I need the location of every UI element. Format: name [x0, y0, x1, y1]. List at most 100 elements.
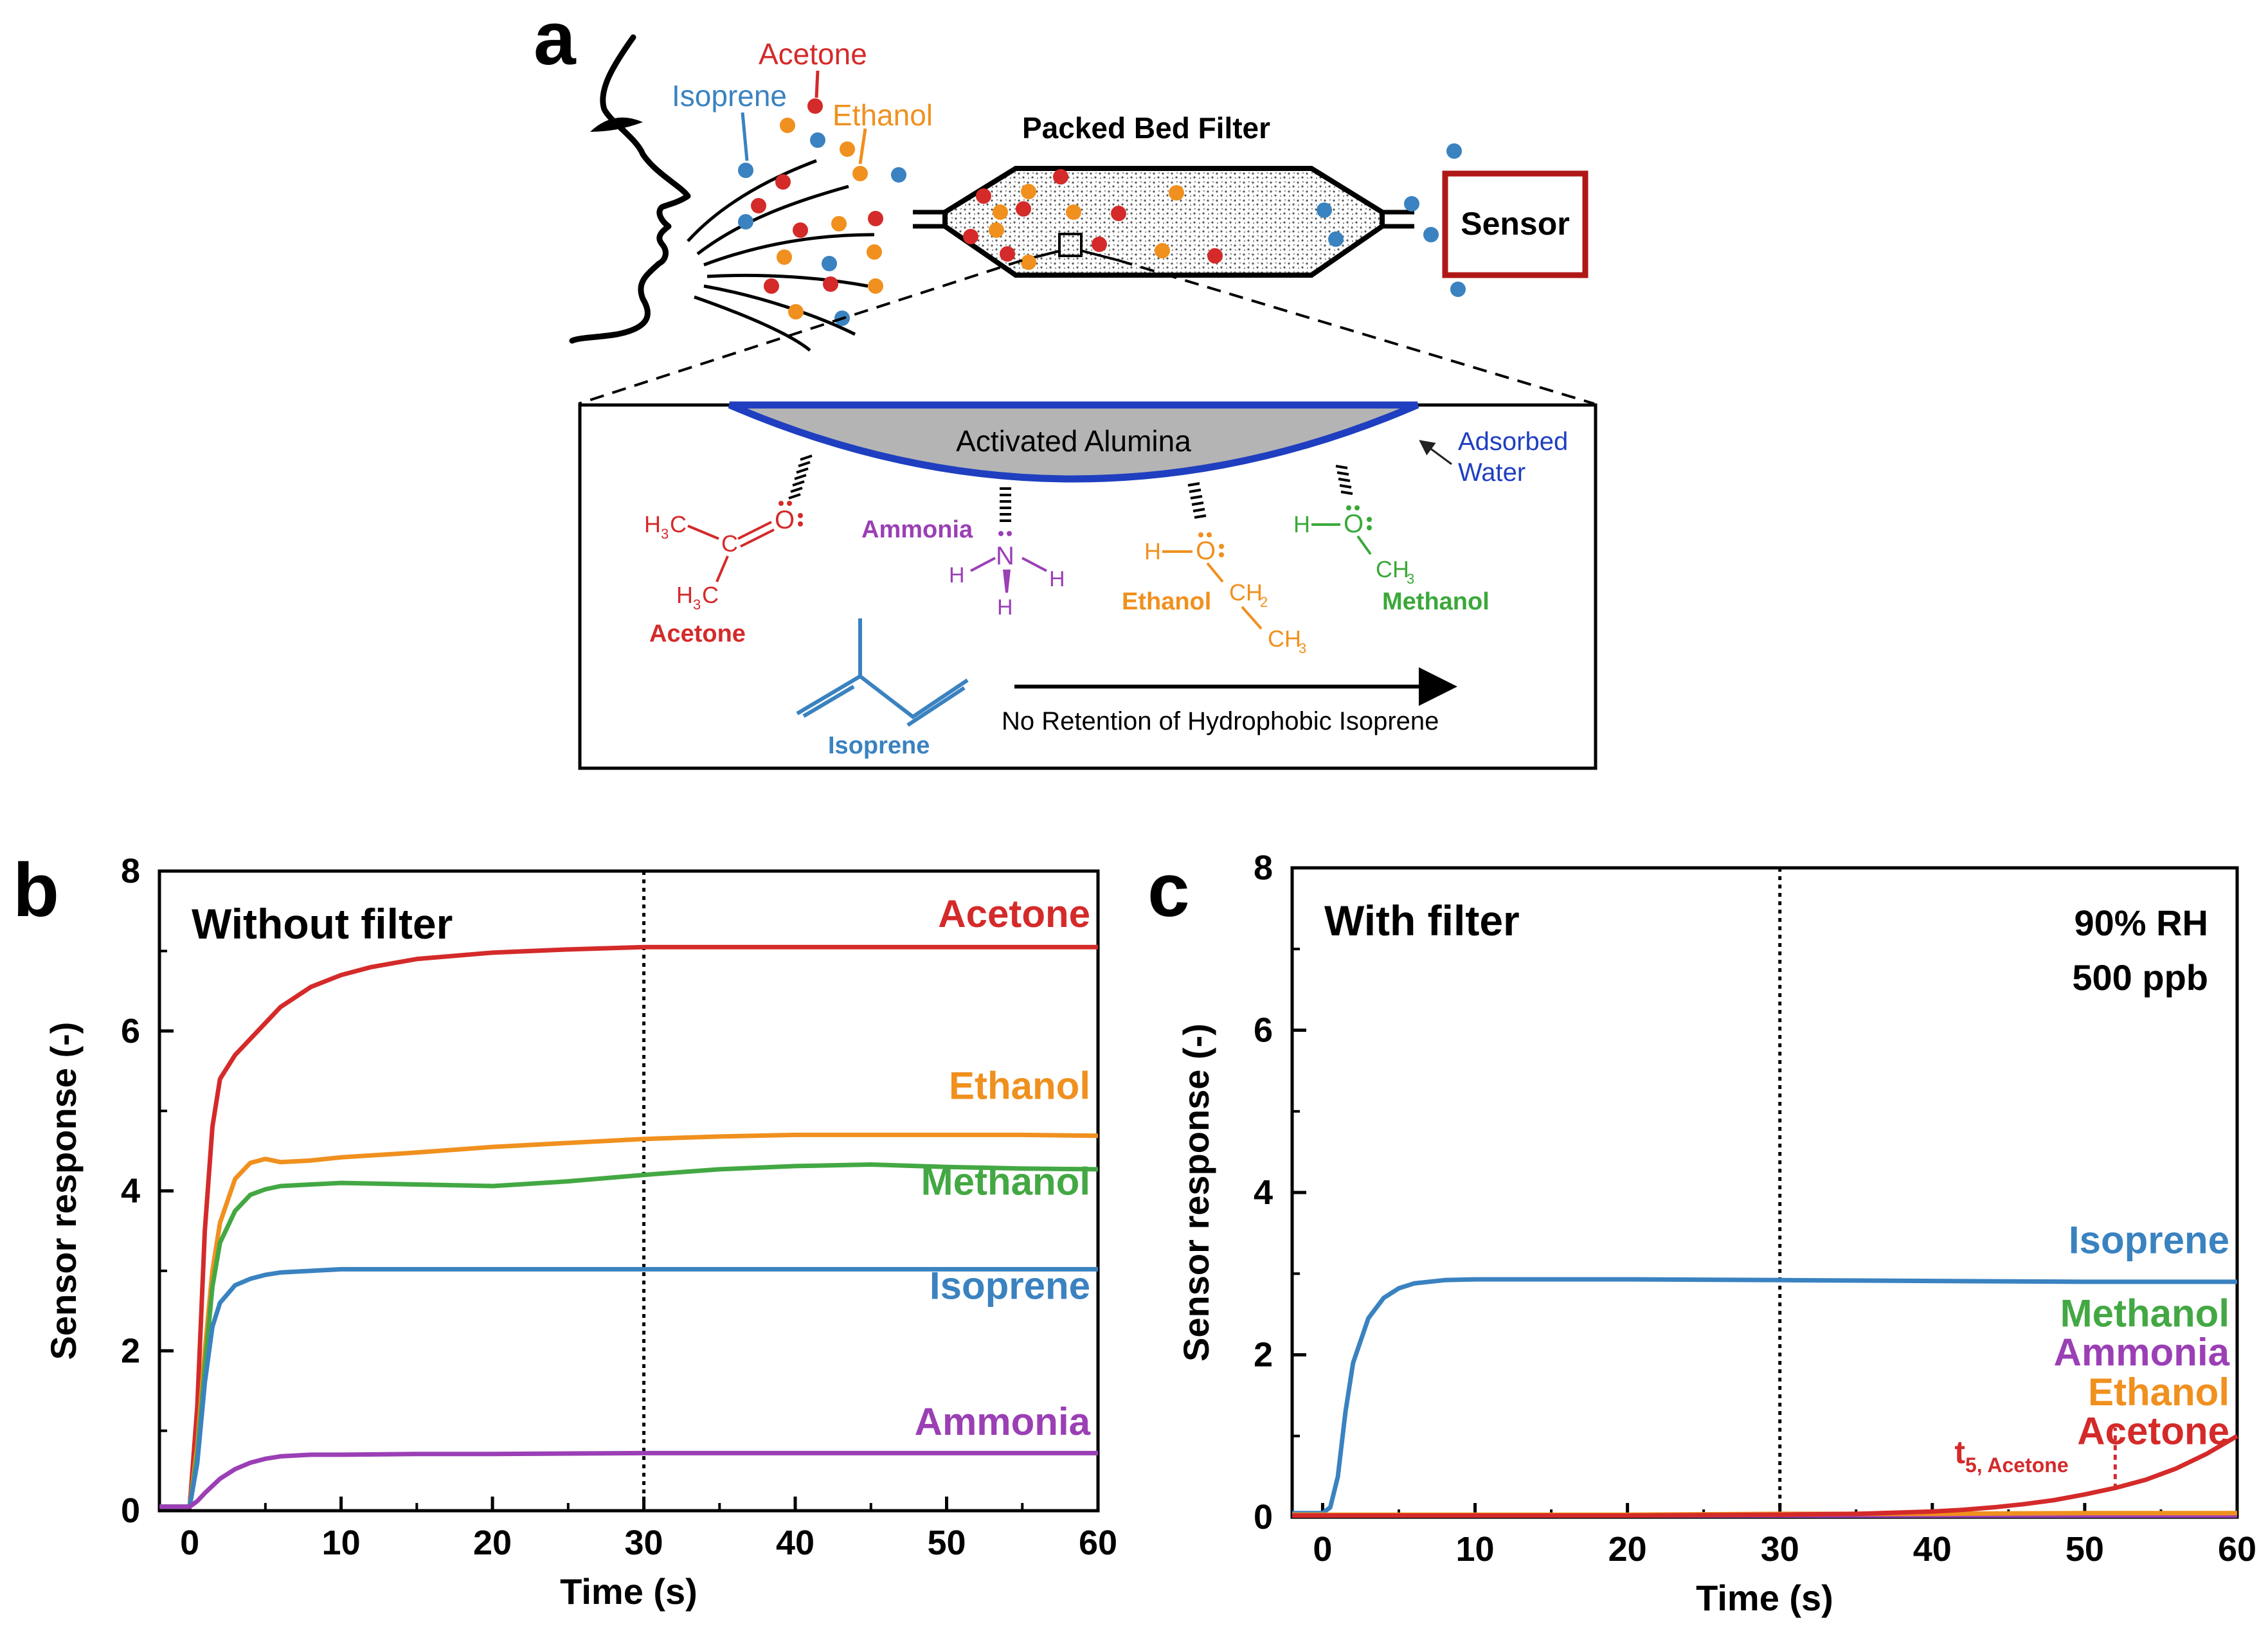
y-axis-label: Sensor response (-): [1176, 1023, 1216, 1362]
series-line-acetone: [159, 944, 1098, 1509]
acetone-dot: [868, 211, 883, 226]
svg-text:CH: CH: [1376, 556, 1409, 582]
y-tick-label: 0: [121, 1491, 140, 1530]
ethanol-dot: [1021, 255, 1036, 270]
ammonia-structure: N H H H: [949, 531, 1065, 620]
acetone-dot: [764, 278, 779, 294]
svg-text:H: H: [949, 563, 965, 588]
acetone-dot: [793, 222, 808, 238]
alumina-label: Activated Alumina: [956, 424, 1191, 458]
ethanol-pointer: [858, 128, 867, 165]
zoom-line-left: [578, 259, 1023, 405]
svg-text:H: H: [1144, 538, 1161, 564]
acetone-dot: [1016, 201, 1031, 217]
ethanol-dot: [1066, 204, 1081, 220]
acetone-dot: [775, 174, 791, 190]
water-label-1: Adsorbed: [1458, 428, 1568, 456]
breath-molecules: [738, 98, 906, 326]
x-tick-label: 20: [473, 1524, 512, 1562]
svg-text:H: H: [1049, 567, 1065, 591]
svg-text:N: N: [996, 542, 1014, 570]
x-tick-label: 30: [1761, 1530, 1799, 1569]
ethanol-dot: [840, 141, 855, 157]
svg-text:O: O: [775, 506, 795, 534]
y-tick-label: 6: [121, 1012, 140, 1050]
isoprene-dot: [1450, 282, 1466, 297]
series-label-ammonia: Ammonia: [2054, 1331, 2230, 1374]
x-axis-label: Time (s): [560, 1571, 698, 1612]
ethanol-dot: [1155, 243, 1170, 258]
svg-text:H: H: [644, 511, 661, 537]
panel-label: c: [1148, 848, 1190, 933]
y-tick-label: 2: [1254, 1336, 1273, 1374]
svg-text:C: C: [721, 530, 738, 557]
series-label-ammonia: Ammonia: [915, 1400, 1091, 1443]
y-tick-label: 0: [1254, 1498, 1273, 1536]
isoprene-dot: [1423, 227, 1439, 242]
svg-text:H: H: [1293, 511, 1310, 537]
x-axis-label: Time (s): [1696, 1578, 1833, 1618]
eye-icon: [590, 117, 643, 132]
svg-text:H: H: [676, 582, 693, 608]
ethanol-dot: [1021, 184, 1036, 199]
acetone-gas-label: Acetone: [759, 37, 867, 71]
acetone-dot: [1000, 246, 1015, 262]
isoprene-dot: [738, 163, 753, 178]
chart-panel-b: b 0 10 20 30 40 50 60 0 2 4 6 8 Time (s) Sensor respon…: [13, 848, 1117, 1612]
svg-text:O: O: [1344, 510, 1364, 538]
svg-text:3: 3: [693, 597, 701, 613]
acetone-dot: [976, 188, 991, 204]
series-line-ammonia: [159, 1450, 1098, 1509]
interaction-hatches: [788, 455, 1353, 522]
ethanol-dot: [777, 249, 792, 265]
acetone-dot: [1053, 169, 1068, 184]
ethanol-dot: [993, 204, 1008, 220]
svg-text:2: 2: [1260, 594, 1268, 610]
ethanol-dot: [1169, 185, 1184, 201]
x-tick-label: 30: [625, 1524, 663, 1562]
svg-text:O: O: [1196, 537, 1216, 565]
panel-a-label: a: [534, 0, 577, 81]
isoprene-dot: [891, 167, 906, 183]
x-tick-label: 40: [1913, 1530, 1952, 1569]
isoprene-dot: [738, 214, 753, 230]
series-line-isoprene: [1292, 1277, 2237, 1516]
ethanol-dot: [788, 304, 804, 320]
condition-label: 90% RH: [2074, 903, 2208, 943]
svg-text:3: 3: [661, 526, 669, 542]
series-label-isoprene: Isoprene: [2069, 1219, 2229, 1262]
isoprene-dot: [810, 132, 825, 148]
chart-panel-c: c 0 10 20 30 40 50 60 0 2 4 6 8 Time (s) Sensor respon…: [1148, 848, 2256, 1618]
ethanol-structure: H O CH 2 CH 3: [1144, 532, 1306, 656]
t5-annotation: t5, Acetone: [1954, 1434, 2068, 1477]
acetone-dot: [823, 276, 838, 292]
series-label-ethanol: Ethanol: [2088, 1371, 2229, 1414]
acetone-pointer: [815, 70, 820, 98]
ethanol-dot: [867, 244, 882, 260]
series-line-methanol: [159, 1162, 1099, 1509]
breath-lines: [687, 159, 875, 352]
chart-title: With filter: [1324, 897, 1520, 944]
acetone-dot: [1111, 206, 1126, 221]
water-label-2: Water: [1458, 458, 1526, 487]
filter-molecules: [963, 169, 1344, 270]
isoprene-molecule-label: Isoprene: [828, 732, 930, 759]
series-label-ethanol: Ethanol: [949, 1064, 1090, 1107]
ethanol-dot: [831, 216, 847, 231]
x-tick-label: 50: [2066, 1530, 2104, 1569]
isoprene-dot: [1328, 231, 1344, 247]
series-label-methanol: Methanol: [2060, 1292, 2229, 1335]
isoprene-dot: [1404, 196, 1419, 212]
x-tick-label: 20: [1608, 1530, 1647, 1569]
x-tick-label: 0: [180, 1524, 199, 1562]
x-tick-label: 40: [776, 1524, 815, 1562]
isoprene-gas-label: Isoprene: [672, 79, 787, 113]
svg-text:H: H: [997, 595, 1013, 620]
acetone-dot: [1092, 237, 1107, 252]
svg-text:CH: CH: [1229, 579, 1263, 606]
chart-title: Without filter: [192, 900, 453, 948]
isoprene-pointer: [741, 112, 749, 161]
x-tick-label: 10: [1455, 1530, 1494, 1569]
x-tick-label: 60: [1079, 1524, 1117, 1562]
